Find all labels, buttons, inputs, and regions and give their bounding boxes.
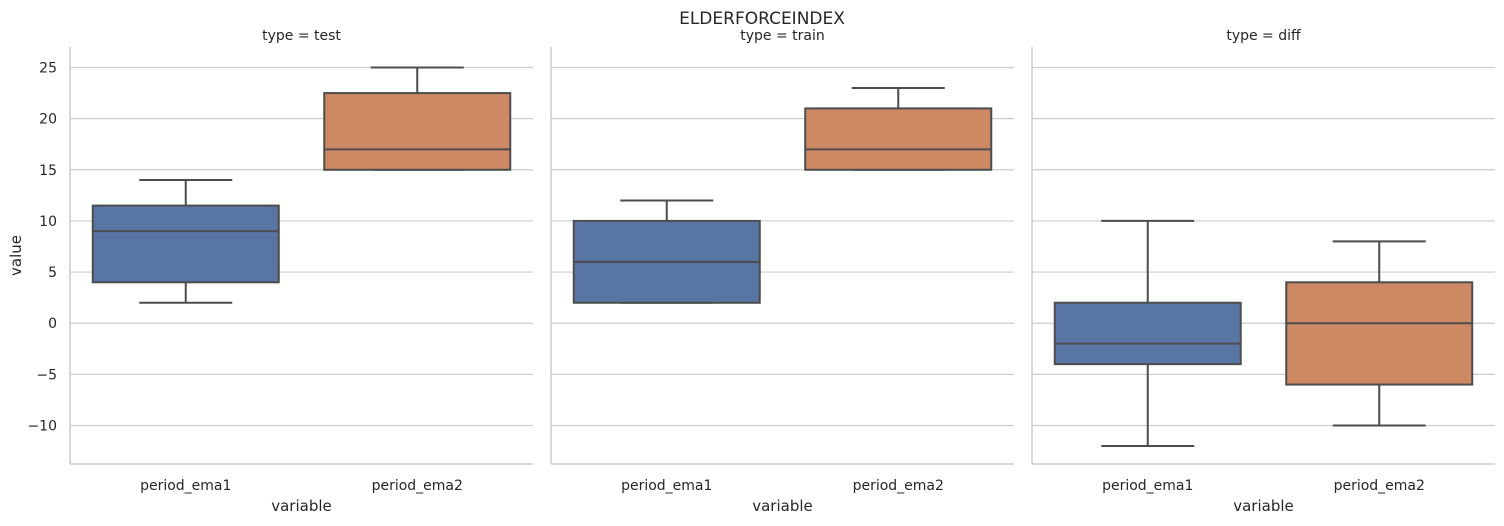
box-period-ema2	[323, 92, 512, 171]
x-axis-label: variable	[1233, 497, 1294, 515]
y-tick-label: 15	[39, 163, 57, 179]
y-tick-label: 0	[48, 316, 57, 332]
y-axis-label: value	[7, 235, 25, 276]
x-tick-label: period_ema1	[1102, 478, 1193, 494]
x-tick-label: period_ema2	[1334, 478, 1425, 494]
box-period-ema1	[1053, 301, 1242, 366]
box-period-ema2	[1285, 281, 1474, 386]
y-tick-label: −5	[36, 367, 57, 383]
x-tick-label: period_ema2	[853, 478, 944, 494]
y-tick-label: 25	[39, 61, 57, 77]
panel-title: type = test	[262, 28, 341, 44]
chart-suptitle: ELDERFORCEINDEX	[679, 9, 845, 29]
panel-title: type = diff	[1226, 28, 1301, 44]
y-tick-label: −10	[27, 419, 57, 435]
box-period-ema1	[91, 204, 280, 284]
x-tick-label: period_ema1	[621, 478, 712, 494]
x-axis-label: variable	[752, 497, 813, 515]
box-period-ema2	[804, 107, 993, 171]
panel-title: type = train	[740, 28, 825, 44]
x-tick-label: period_ema1	[140, 478, 231, 494]
y-tick-label: 10	[39, 214, 57, 230]
y-tick-label: 20	[39, 112, 57, 128]
y-tick-label: 5	[48, 265, 57, 281]
x-axis-label: variable	[271, 497, 332, 515]
x-tick-label: period_ema2	[372, 478, 463, 494]
